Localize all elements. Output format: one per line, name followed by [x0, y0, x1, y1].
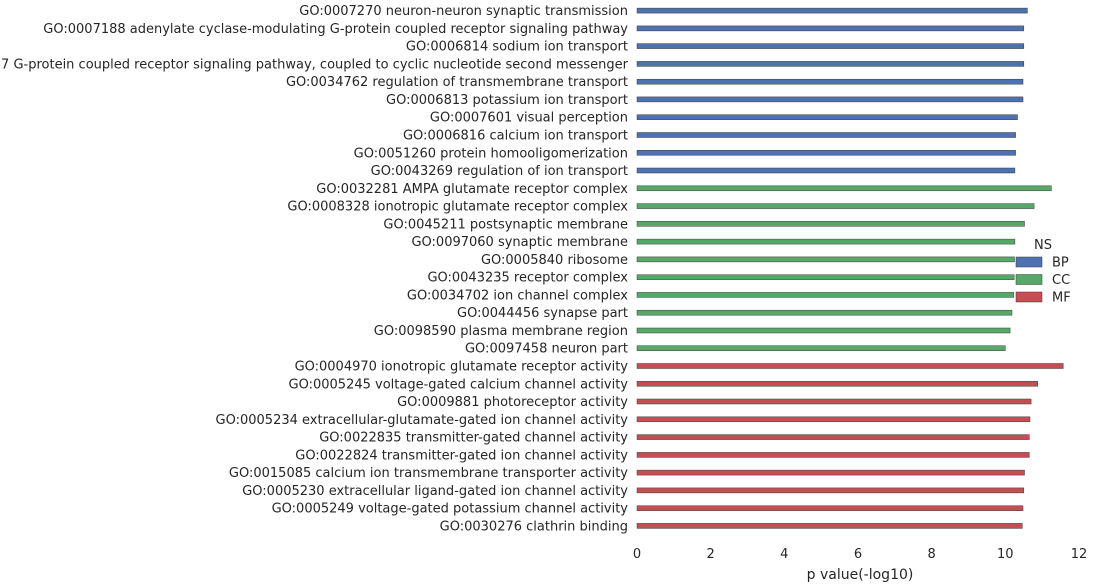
- bar-25: [636, 434, 1030, 440]
- category-label: GO:0009881 photoreceptor activity: [397, 395, 628, 410]
- legend-label-bp: BP: [1052, 256, 1069, 271]
- legend-swatch-cc: [1015, 274, 1043, 285]
- category-labels: GO:0007270 neuron-neuron synaptic transm…: [0, 4, 629, 534]
- bar-16: [636, 274, 1015, 280]
- bar-19: [636, 327, 1011, 334]
- bar-5: [636, 78, 1024, 85]
- category-label: GO:0004970 ionotropic glutamate receptor…: [295, 360, 629, 375]
- category-label: GO:0005245 voltage-gated calcium channel…: [289, 377, 629, 392]
- bar-11: [636, 185, 1052, 192]
- bar-30: [636, 523, 1023, 529]
- bar-26: [636, 452, 1030, 458]
- category-label: GO:0030276 clathrin binding: [440, 519, 628, 534]
- legend: NS BP CC MF: [1015, 238, 1071, 306]
- category-label: GO:0022824 transmitter-gated ion channel…: [295, 448, 628, 463]
- category-label: GO:0034702 ion channel complex: [407, 288, 628, 303]
- category-label: GO:0015085 calcium ion transmembrane tra…: [229, 466, 628, 481]
- bar-6: [636, 96, 1024, 103]
- bar-8: [636, 132, 1016, 138]
- category-label: GO:0007270 neuron-neuron synaptic transm…: [299, 4, 628, 19]
- x-tick-label: 8: [928, 547, 936, 562]
- bars-layer: [636, 7, 1064, 529]
- legend-title: NS: [1034, 238, 1052, 253]
- bar-24: [636, 416, 1031, 423]
- bar-12: [636, 203, 1035, 209]
- bar-13: [636, 221, 1025, 227]
- x-tick-label: 4: [780, 547, 788, 562]
- bar-29: [636, 505, 1024, 511]
- category-label: GO:0045211 postsynaptic membrane: [383, 217, 628, 232]
- bar-3: [636, 43, 1025, 49]
- bar-2: [636, 25, 1025, 32]
- category-label: GO:0008328 ionotropic glutamate receptor…: [287, 200, 628, 215]
- bar-23: [636, 398, 1032, 405]
- x-tick-label: 12: [1071, 547, 1088, 562]
- category-label: GO:0007188 adenylate cyclase-modulating …: [43, 22, 628, 37]
- legend-swatch-mf: [1015, 291, 1043, 303]
- bar-21: [636, 363, 1064, 369]
- category-label: GO:0043235 receptor complex: [427, 271, 628, 286]
- x-tick-label: 2: [707, 547, 715, 562]
- category-label: GO:0007187 G-protein coupled receptor si…: [0, 57, 629, 72]
- x-tick-label: 6: [854, 547, 862, 562]
- bar-18: [636, 309, 1013, 316]
- x-tick-label: 0: [633, 547, 641, 562]
- bar-7: [636, 114, 1018, 120]
- category-label: GO:0006814 sodium ion transport: [406, 40, 628, 55]
- bar-14: [636, 238, 1016, 245]
- bar-27: [636, 469, 1025, 476]
- category-label: GO:0005230 extracellular ligand-gated io…: [242, 484, 628, 499]
- bar-20: [636, 345, 1006, 351]
- category-label: GO:0051260 protein homooligomerization: [354, 146, 628, 161]
- x-axis-ticks: 0 2 4 6 8 10 12: [633, 547, 1087, 562]
- legend-label-mf: MF: [1052, 291, 1071, 306]
- category-label: GO:0032281 AMPA glutamate receptor compl…: [316, 182, 628, 197]
- category-label: GO:0007601 visual perception: [430, 111, 628, 126]
- category-label: GO:0006813 potassium ion transport: [386, 93, 628, 108]
- category-label: GO:0098590 plasma membrane region: [374, 324, 628, 339]
- legend-items: BP CC MF: [1015, 256, 1071, 306]
- bar-10: [636, 167, 1016, 174]
- category-label: GO:0006816 calcium ion transport: [403, 129, 628, 144]
- category-label: GO:0043269 regulation of ion transport: [371, 164, 628, 179]
- legend-swatch-bp: [1015, 256, 1043, 268]
- bar-28: [636, 487, 1025, 494]
- bar-4: [636, 61, 1025, 67]
- bar-9: [636, 150, 1016, 156]
- legend-label-cc: CC: [1052, 273, 1070, 288]
- bar-15: [636, 256, 1015, 263]
- x-axis-title: p value(-log10): [807, 567, 914, 583]
- bar-1: [636, 7, 1028, 14]
- category-label: GO:0097060 synaptic membrane: [411, 235, 628, 250]
- x-tick-label: 10: [997, 547, 1014, 562]
- category-label: GO:0005840 ribosome: [481, 253, 628, 268]
- category-label: GO:0097458 neuron part: [465, 342, 628, 357]
- category-label: GO:0044456 synapse part: [457, 306, 628, 321]
- category-label: GO:0034762 regulation of transmembrane t…: [286, 75, 628, 90]
- category-label: GO:0005234 extracellular-glutamate-gated…: [216, 413, 629, 428]
- category-label: GO:0022835 transmitter-gated channel act…: [319, 431, 628, 446]
- bar-17: [636, 292, 1015, 298]
- category-label: GO:0005249 voltage-gated potassium chann…: [272, 502, 629, 517]
- bar-22: [636, 381, 1038, 387]
